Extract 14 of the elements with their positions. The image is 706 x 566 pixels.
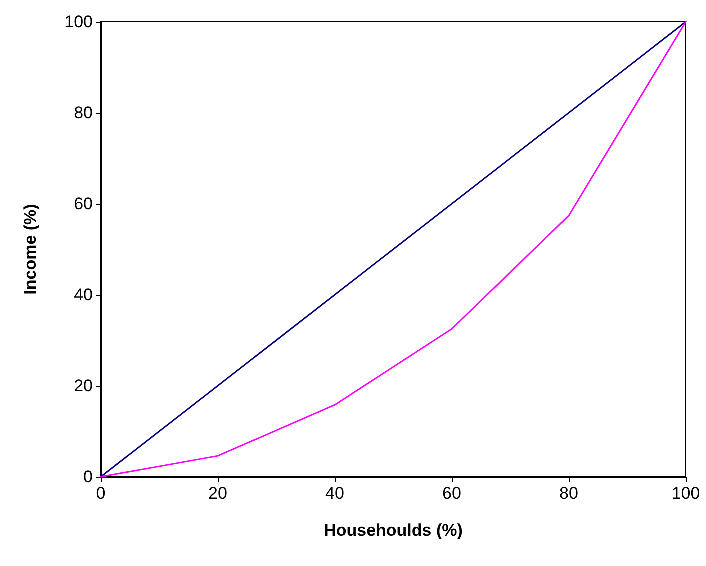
- x-tick-label: 40: [326, 484, 344, 503]
- y-tick-label: 20: [74, 376, 93, 396]
- y-tick-label: 0: [84, 468, 93, 486]
- y-tick-label: 40: [74, 286, 93, 304]
- x-tick-label: 0: [96, 484, 106, 503]
- x-tick-label: 20: [208, 484, 228, 503]
- y-tick-label: 80: [74, 104, 93, 122]
- x-tick-label: 80: [560, 484, 578, 503]
- x-tick-label: 100: [672, 484, 700, 503]
- y-tick-label: 100: [64, 12, 93, 32]
- y-axis-title: Income (%): [21, 204, 40, 295]
- x-axis-title: Househoulds (%): [324, 521, 463, 540]
- x-tick-label: 60: [442, 484, 462, 503]
- y-tick-label: 60: [74, 194, 93, 214]
